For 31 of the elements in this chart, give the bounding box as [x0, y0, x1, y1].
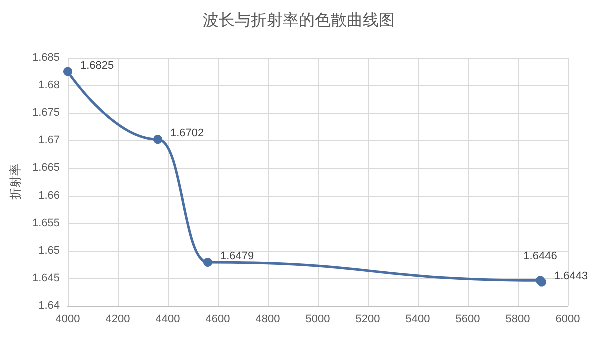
- y-tick-label: 1.66: [38, 190, 60, 202]
- y-tick-label: 1.68: [38, 80, 60, 92]
- x-tick-label: 5600: [456, 314, 480, 326]
- x-tick-label: 4600: [206, 314, 230, 326]
- chart-title: 波长与折射率的色散曲线图: [203, 12, 395, 30]
- y-axis-title: 折射率: [8, 164, 23, 200]
- data-label: 1.6702: [170, 128, 204, 140]
- point: [64, 67, 72, 76]
- data-label: 1.6443: [554, 270, 588, 282]
- x-tick-label: 4400: [156, 314, 180, 326]
- data-label: 1.6479: [220, 250, 254, 262]
- x-tick-label: 4200: [106, 314, 130, 326]
- x-tick-label: 4000: [56, 314, 80, 326]
- y-tick-label: 1.645: [32, 272, 60, 284]
- y-tick-label: 1.665: [32, 162, 60, 174]
- y-tick-label: 1.67: [38, 134, 60, 147]
- y-tick-label: 1.64: [38, 300, 60, 312]
- y-tick-label: 1.675: [32, 107, 60, 120]
- y-tick-label: 1.65: [38, 244, 60, 257]
- x-tick-label: 5400: [406, 314, 430, 326]
- x-tick-label: 6000: [556, 314, 580, 326]
- x-tick-label: 5000: [306, 314, 330, 326]
- x-tick-label: 5800: [506, 314, 530, 326]
- x-tick-label: 4800: [256, 314, 280, 326]
- point: [154, 135, 162, 144]
- y-tick-label: 1.655: [32, 217, 60, 230]
- data-label: 1.6446: [524, 250, 558, 263]
- x-tick-label: 5200: [356, 314, 380, 326]
- point: [204, 258, 212, 267]
- y-tick-label: 1.685: [32, 52, 60, 64]
- data-label: 1.6825: [80, 60, 114, 72]
